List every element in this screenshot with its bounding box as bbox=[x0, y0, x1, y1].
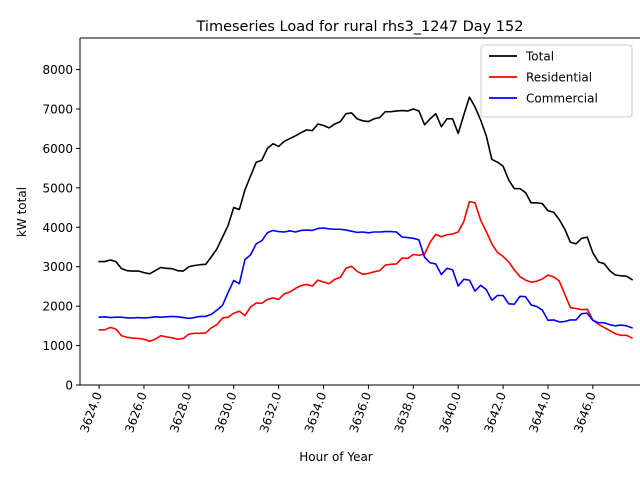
legend: Total Residential Commercial bbox=[480, 44, 633, 118]
series-line-residential bbox=[98, 200, 633, 343]
y-tick-label: 2000 bbox=[42, 300, 73, 314]
legend-box bbox=[480, 44, 633, 118]
y-tick-label: 5000 bbox=[42, 181, 73, 195]
y-tick-label: 4000 bbox=[42, 221, 73, 235]
y-tick-label: 8000 bbox=[42, 63, 73, 77]
series-line-total bbox=[98, 96, 633, 281]
x-axis-label: Hour of Year bbox=[299, 450, 373, 464]
legend-label-residential: Residential bbox=[526, 71, 592, 85]
series-line-commercial bbox=[98, 227, 633, 329]
y-tick-label: 0 bbox=[65, 379, 73, 393]
y-tick-label: 1000 bbox=[42, 339, 73, 353]
legend-label-commercial: Commercial bbox=[526, 92, 598, 106]
y-tick-label: 6000 bbox=[42, 142, 73, 156]
chart-title: Timeseries Load for rural rhs3_1247 Day … bbox=[196, 19, 524, 35]
legend-label-total: Total bbox=[525, 50, 554, 64]
series-layer bbox=[98, 96, 633, 343]
y-axis-label: kW total bbox=[15, 187, 29, 237]
y-tick-label: 3000 bbox=[42, 260, 73, 274]
axes-layer bbox=[79, 37, 640, 386]
y-tick-label: 7000 bbox=[42, 102, 73, 116]
